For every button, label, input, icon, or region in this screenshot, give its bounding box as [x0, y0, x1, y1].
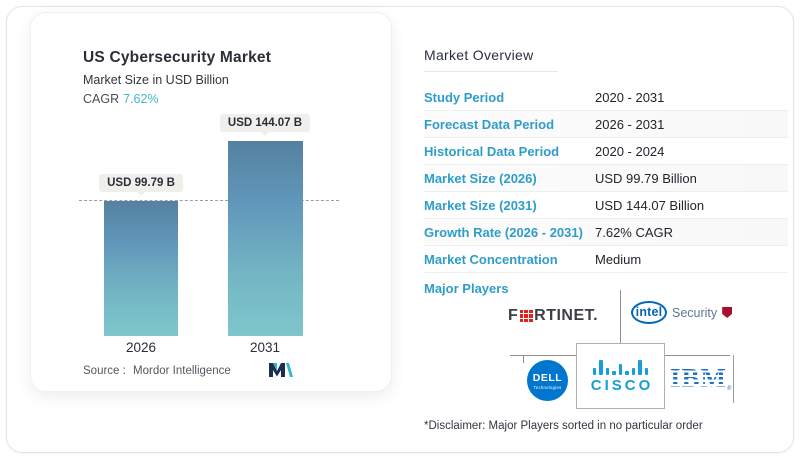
row-label: Forecast Data Period — [424, 116, 555, 132]
bar-2031 — [228, 141, 303, 336]
row-value: USD 144.07 Billion — [595, 197, 705, 213]
source-value: Mordor Intelligence — [133, 365, 231, 377]
chart-subtitle: Market Size in USD Billion — [83, 73, 229, 87]
reference-dashed-line — [79, 200, 339, 201]
row-label: Historical Data Period — [424, 143, 560, 159]
fortinet-gate-icon — [519, 309, 533, 323]
table-row: Market Size (2031) USD 144.07 Billion — [424, 192, 788, 219]
bar-value-label-2026: USD 99.79 B — [99, 174, 183, 192]
row-label: Market Concentration — [424, 251, 558, 267]
bar-chart-plot: USD 99.79 B USD 144.07 B — [79, 113, 339, 336]
ibm-logo: IBM® — [669, 363, 732, 393]
row-label: Market Size (2026) — [424, 170, 537, 186]
row-label: Study Period — [424, 89, 505, 105]
overview-title: Market Overview — [424, 47, 534, 63]
intel-oval-icon: intel — [631, 301, 667, 324]
cisco-bridge-icon — [592, 359, 649, 375]
dell-technologies-logo: DELL Technologies — [527, 360, 568, 401]
source-attribution: Source : Mordor Intelligence — [83, 365, 231, 377]
row-value: 7.62% CAGR — [595, 224, 674, 240]
x-axis-label-2031: 2031 — [249, 340, 281, 355]
cagr-value: 7.62% — [123, 92, 159, 106]
players-divider-vertical — [620, 290, 621, 343]
major-players-label: Major Players — [424, 281, 509, 296]
row-label: Market Size (2031) — [424, 197, 537, 213]
table-row: Growth Rate (2026 - 2031) 7.62% CAGR — [424, 219, 788, 246]
table-row: Market Size (2026) USD 99.79 Billion — [424, 165, 788, 192]
row-value: USD 99.79 Billion — [595, 170, 697, 186]
row-value: 2020 - 2024 — [595, 143, 665, 159]
overview-title-underline — [424, 71, 558, 72]
disclaimer-text: *Disclaimer: Major Players sorted in no … — [424, 420, 703, 432]
table-row: Study Period 2020 - 2031 — [424, 84, 788, 111]
bar-value-label-2031: USD 144.07 B — [219, 114, 311, 132]
table-row: Forecast Data Period 2026 - 2031 — [424, 111, 788, 138]
chart-title: US Cybersecurity Market — [83, 49, 272, 66]
mcafee-shield-icon — [722, 307, 733, 318]
table-row: Historical Data Period 2020 - 2024 — [424, 138, 788, 165]
fortinet-logo: F RTINET. — [508, 307, 598, 325]
intel-security-logo: intel Security — [631, 301, 733, 324]
major-players-grid: F RTINET. intel Security CISCO DELL Tech… — [500, 283, 792, 415]
players-divider-tick-left — [523, 355, 524, 363]
row-label: Growth Rate (2026 - 2031) — [424, 224, 583, 240]
mordor-intelligence-logo-icon — [269, 363, 293, 377]
fortinet-text-rtinet: RTINET. — [534, 307, 599, 324]
source-label: Source : — [83, 365, 126, 377]
dell-text: DELL — [532, 371, 563, 384]
chart-cagr: CAGR 7.62% — [83, 92, 159, 106]
ibm-text: IBM — [669, 363, 728, 393]
intel-security-text: Security — [672, 305, 718, 320]
table-row: Market Concentration Medium — [424, 246, 788, 273]
bar-chart-card: US Cybersecurity Market Market Size in U… — [30, 12, 392, 392]
ibm-registered-mark: ® — [727, 386, 732, 392]
row-value: 2020 - 2031 — [595, 89, 665, 105]
row-value: 2026 - 2031 — [595, 116, 665, 132]
x-axis-label-2026: 2026 — [125, 340, 157, 355]
dell-sub-text: Technologies — [533, 384, 562, 390]
cagr-label: CAGR — [83, 92, 120, 106]
row-value: Medium — [595, 251, 642, 267]
bar-2026 — [104, 201, 178, 336]
cisco-logo: CISCO — [576, 343, 665, 409]
fortinet-text-f: F — [508, 307, 519, 324]
players-divider-tick-right — [733, 355, 734, 403]
overview-table: Study Period 2020 - 2031 Forecast Data P… — [424, 84, 788, 273]
cisco-text: CISCO — [590, 376, 654, 394]
